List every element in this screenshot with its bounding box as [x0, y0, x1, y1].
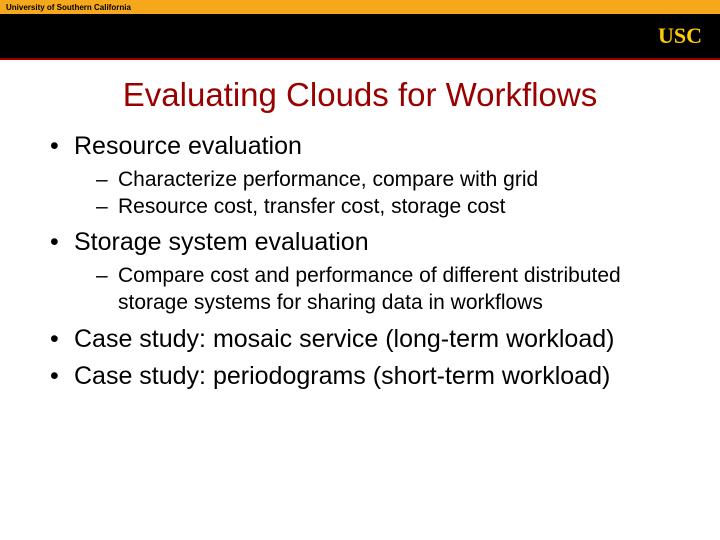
sub-bullet-item: Characterize performance, compare with g…: [96, 166, 680, 193]
bullet-list: Resource evaluation Characterize performa…: [40, 130, 680, 394]
sub-bullet-item: Compare cost and performance of differen…: [96, 262, 680, 317]
black-bar: USC: [0, 14, 720, 58]
slide-header: University of Southern California USC: [0, 0, 720, 60]
orange-bar: University of Southern California: [0, 0, 720, 14]
slide-title: Evaluating Clouds for Workflows: [40, 76, 680, 114]
slide-content: Evaluating Clouds for Workflows Resource…: [0, 60, 720, 394]
divider-rule: [0, 58, 720, 60]
bullet-text: Case study: mosaic service (long-term wo…: [74, 325, 614, 353]
bullet-item: Case study: periodograms (short-term wor…: [50, 360, 680, 394]
sub-bullet-item: Resource cost, transfer cost, storage co…: [96, 193, 680, 220]
university-name: University of Southern California: [6, 3, 131, 12]
bullet-text: Resource evaluation: [74, 132, 302, 160]
sub-bullet-list: Compare cost and performance of differen…: [74, 262, 680, 317]
bullet-text: Storage system evaluation: [74, 228, 369, 256]
bullet-item: Storage system evaluation Compare cost an…: [50, 226, 680, 316]
sub-bullet-list: Characterize performance, compare with g…: [74, 166, 680, 221]
bullet-item: Case study: mosaic service (long-term wo…: [50, 323, 680, 357]
bullet-item: Resource evaluation Characterize performa…: [50, 130, 680, 220]
usc-logo: USC: [658, 23, 702, 49]
bullet-text: Case study: periodograms (short-term wor…: [74, 362, 610, 390]
